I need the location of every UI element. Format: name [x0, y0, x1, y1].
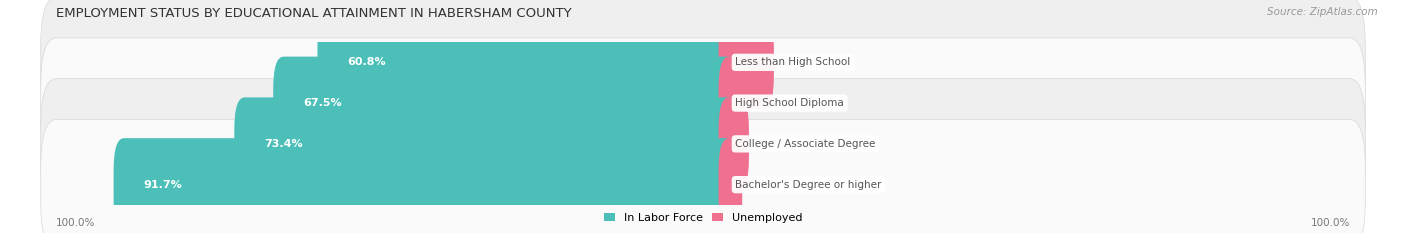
- FancyBboxPatch shape: [41, 119, 1365, 233]
- Text: Bachelor's Degree or higher: Bachelor's Degree or higher: [735, 180, 882, 190]
- FancyBboxPatch shape: [114, 138, 740, 231]
- FancyBboxPatch shape: [41, 38, 1365, 168]
- Text: 0.5%: 0.5%: [748, 180, 776, 190]
- Text: 60.8%: 60.8%: [347, 57, 385, 67]
- Text: Less than High School: Less than High School: [735, 57, 851, 67]
- Legend: In Labor Force, Unemployed: In Labor Force, Unemployed: [599, 209, 807, 227]
- FancyBboxPatch shape: [41, 79, 1365, 209]
- FancyBboxPatch shape: [41, 0, 1365, 128]
- FancyBboxPatch shape: [318, 16, 740, 109]
- FancyBboxPatch shape: [235, 97, 740, 190]
- Text: 5.7%: 5.7%: [779, 57, 807, 67]
- FancyBboxPatch shape: [718, 16, 773, 109]
- Text: 91.7%: 91.7%: [143, 180, 183, 190]
- Text: Source: ZipAtlas.com: Source: ZipAtlas.com: [1267, 7, 1378, 17]
- Text: 100.0%: 100.0%: [1310, 218, 1350, 228]
- Text: 73.4%: 73.4%: [264, 139, 302, 149]
- FancyBboxPatch shape: [718, 138, 742, 231]
- Text: 1.6%: 1.6%: [754, 139, 782, 149]
- Text: College / Associate Degree: College / Associate Degree: [735, 139, 876, 149]
- FancyBboxPatch shape: [718, 97, 749, 190]
- Text: 67.5%: 67.5%: [302, 98, 342, 108]
- Text: EMPLOYMENT STATUS BY EDUCATIONAL ATTAINMENT IN HABERSHAM COUNTY: EMPLOYMENT STATUS BY EDUCATIONAL ATTAINM…: [56, 7, 572, 20]
- Text: 0.6%: 0.6%: [748, 98, 776, 108]
- Text: High School Diploma: High School Diploma: [735, 98, 844, 108]
- FancyBboxPatch shape: [718, 57, 742, 150]
- Text: 100.0%: 100.0%: [56, 218, 96, 228]
- FancyBboxPatch shape: [273, 57, 740, 150]
